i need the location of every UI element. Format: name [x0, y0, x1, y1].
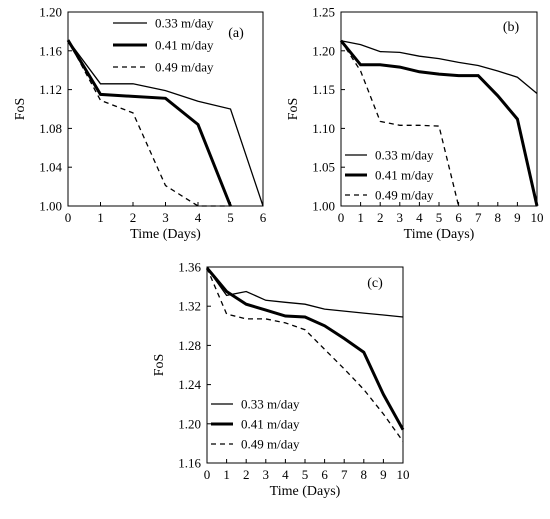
y-axis-label: FoS [13, 98, 28, 121]
x-tick-label: 3 [162, 210, 169, 225]
y-axis-label: FoS [286, 98, 301, 121]
x-tick-label: 5 [436, 210, 443, 225]
x-tick-label: 6 [455, 210, 462, 225]
y-tick-label: 1.15 [312, 82, 335, 97]
y-tick-label: 1.36 [178, 260, 201, 275]
x-tick-label: 9 [514, 210, 521, 225]
legend: 0.33 m/day 0.41 m/day 0.49 m/day [211, 397, 300, 452]
y-tick-label: 1.32 [178, 299, 201, 314]
y-tick-label: 1.05 [312, 160, 335, 175]
chart-panel-2: 0 1 2 3 4 5 6 7 8 9 10 1.16 1.20 1.24 1.28 1.32 1.36 Time… [152, 260, 410, 500]
x-tick-label: 1 [97, 210, 104, 225]
y-tick-label: 1.20 [312, 43, 335, 58]
legend-entry-label: 0.33 m/day [241, 397, 300, 412]
x-tick-label: 10 [397, 467, 410, 482]
x-axis-label: Time (Days) [270, 484, 341, 499]
series-line-thin [340, 40, 538, 94]
x-tick-label: 4 [416, 210, 423, 225]
chart-panel-1: 0 1 2 3 4 5 6 7 8 9 10 1.00 1.05 1.10 1.15 1.20 1.25 Time… [286, 5, 544, 243]
series-line-dashed [340, 40, 460, 207]
panel-label: (c) [367, 276, 383, 291]
series-line-thick [66, 39, 232, 207]
y-tick-label: 1.24 [178, 377, 201, 392]
panel-label: (b) [503, 20, 520, 35]
y-tick-label: 1.00 [312, 199, 335, 214]
x-tick-label: 2 [243, 467, 250, 482]
legend-entry-label: 0.33 m/day [155, 16, 214, 31]
legend-entry-label: 0.41 m/day [155, 38, 214, 53]
legend-entry-label: 0.41 m/day [375, 168, 434, 183]
y-tick-label: 1.20 [39, 5, 62, 20]
x-axis-label: Time (Days) [130, 227, 201, 242]
chart-panel-0: 0 1 2 3 4 5 6 1.00 1.04 1.08 1.12 1.16 1.20 Time (Day… [13, 5, 267, 243]
y-tick-label: 1.08 [39, 121, 62, 136]
series-line-thin [67, 39, 264, 207]
x-tick-label: 7 [475, 210, 482, 225]
y-tick-label: 1.20 [178, 416, 201, 431]
x-tick-label: 6 [321, 467, 328, 482]
x-tick-label: 9 [380, 467, 387, 482]
panel-label: (a) [228, 26, 244, 41]
x-tick-label: 5 [227, 210, 234, 225]
x-tick-label: 0 [338, 210, 345, 225]
x-tick-label: 4 [282, 467, 289, 482]
legend: 0.33 m/day 0.41 m/day 0.49 m/day [345, 148, 434, 203]
y-tick-label: 1.04 [39, 160, 62, 175]
x-tick-label: 2 [130, 210, 137, 225]
x-tick-label: 3 [263, 467, 270, 482]
x-tick-label: 2 [377, 210, 384, 225]
series-line-dashed [206, 267, 404, 442]
y-tick-label: 1.10 [312, 121, 335, 136]
x-tick-label: 0 [65, 210, 72, 225]
legend-entry-label: 0.49 m/day [375, 188, 434, 203]
series-line-thick [205, 267, 405, 431]
x-tick-label: 8 [495, 210, 502, 225]
legend-entry-label: 0.33 m/day [375, 148, 434, 163]
y-tick-label: 1.12 [39, 82, 62, 97]
y-tick-label: 1.16 [178, 456, 201, 471]
series-line-dashed [67, 39, 231, 207]
y-tick-label: 1.16 [39, 43, 62, 58]
x-tick-label: 5 [302, 467, 309, 482]
series-line-thick [339, 39, 539, 207]
x-tick-label: 6 [260, 210, 267, 225]
x-tick-label: 3 [397, 210, 404, 225]
y-tick-label: 1.00 [39, 199, 62, 214]
x-tick-label: 8 [361, 467, 368, 482]
y-tick-label: 1.28 [178, 338, 201, 353]
x-axis-label: Time (Days) [404, 227, 475, 242]
x-tick-label: 0 [204, 467, 211, 482]
x-tick-label: 1 [357, 210, 364, 225]
x-tick-label: 4 [195, 210, 202, 225]
x-tick-label: 7 [341, 467, 348, 482]
x-tick-label: 10 [531, 210, 544, 225]
series-line-thin [206, 267, 404, 318]
legend-entry-label: 0.49 m/day [155, 60, 214, 75]
y-axis-label: FoS [152, 354, 167, 377]
legend-entry-label: 0.41 m/day [241, 417, 300, 432]
x-tick-label: 1 [223, 467, 230, 482]
legend-entry-label: 0.49 m/day [241, 437, 300, 452]
legend: 0.33 m/day 0.41 m/day 0.49 m/day [113, 16, 214, 75]
y-tick-label: 1.25 [312, 5, 335, 20]
